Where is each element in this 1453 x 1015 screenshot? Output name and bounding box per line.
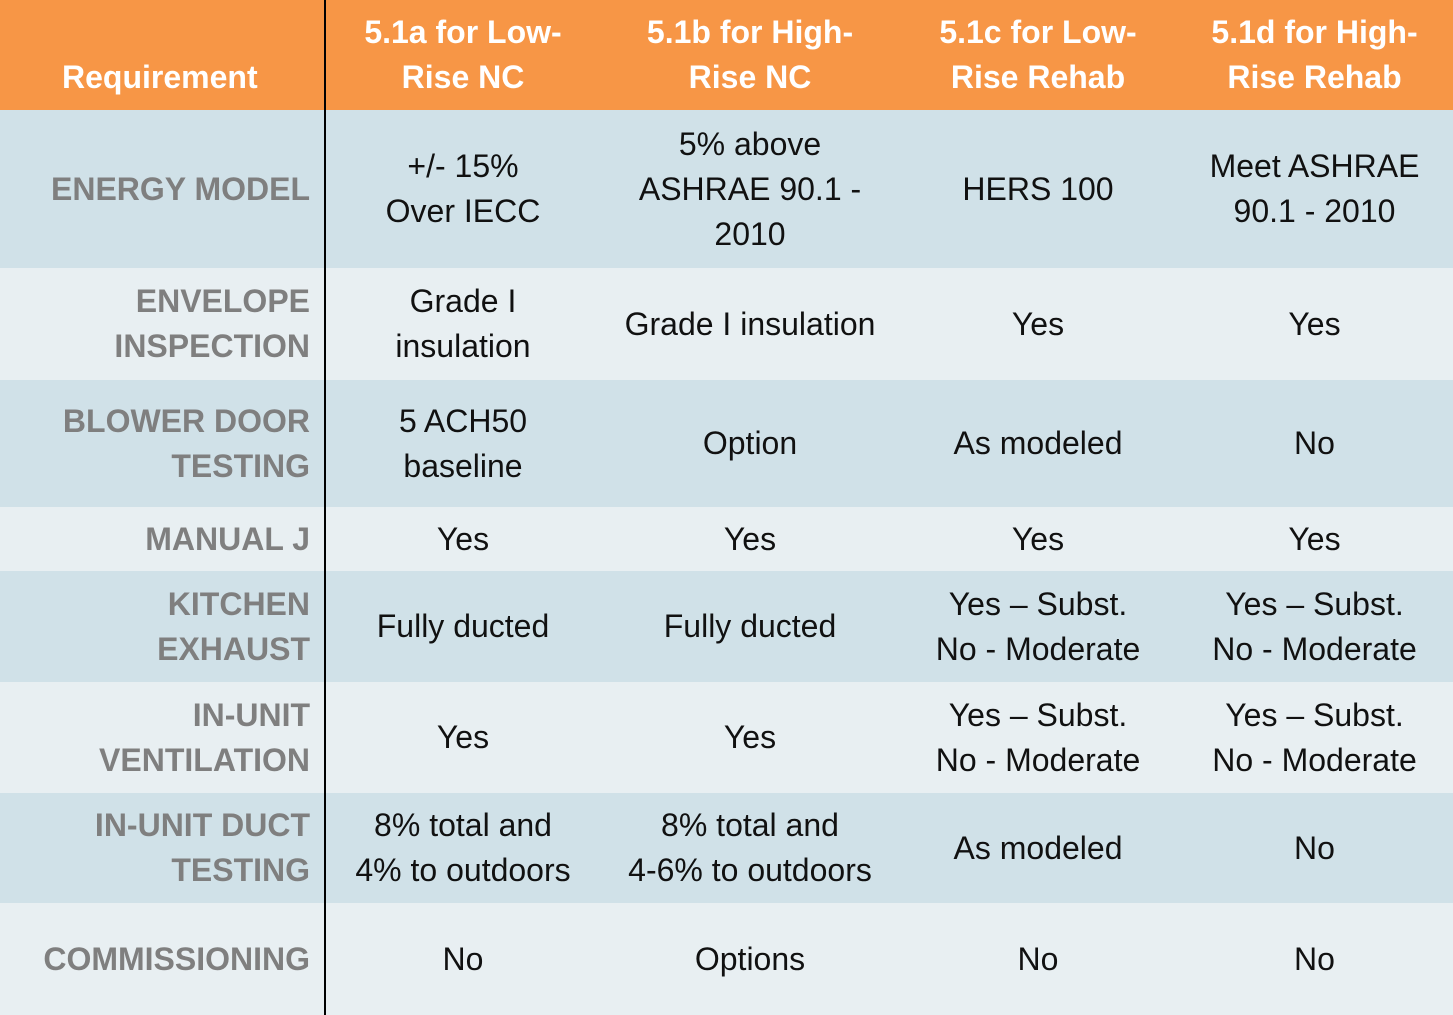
table-cell: Yes <box>900 507 1176 571</box>
table-cell: No <box>1176 903 1453 1015</box>
table-cell: Yes <box>326 507 600 571</box>
table-cell: Grade I insulation <box>326 268 600 380</box>
table-cell: No <box>1176 793 1453 903</box>
table-cell: Option <box>600 380 900 507</box>
header-5-1d: 5.1d for High- Rise Rehab <box>1176 0 1453 110</box>
row-label-kitchen-exhaust: KITCHEN EXHAUST <box>0 571 324 682</box>
table-cell: HERS 100 <box>900 110 1176 268</box>
table-cell: +/- 15% Over IECC <box>326 110 600 268</box>
table-cell: Meet ASHRAE 90.1 - 2010 <box>1176 110 1453 268</box>
table-cell: Yes <box>600 507 900 571</box>
table-cell: Fully ducted <box>326 571 600 682</box>
row-label-envelope-inspection: ENVELOPE INSPECTION <box>0 268 324 380</box>
table-cell: No <box>900 903 1176 1015</box>
table-cell: No <box>1176 380 1453 507</box>
row-label-blower-door-testing: BLOWER DOOR TESTING <box>0 380 324 507</box>
table-cell: As modeled <box>900 793 1176 903</box>
table-cell: Yes <box>900 268 1176 380</box>
row-label-in-unit-duct-testing: IN-UNIT DUCT TESTING <box>0 793 324 903</box>
table-cell: As modeled <box>900 380 1176 507</box>
row-label-in-unit-ventilation: IN-UNIT VENTILATION <box>0 682 324 793</box>
table-cell: Yes <box>1176 507 1453 571</box>
header-requirement: Requirement <box>0 0 324 110</box>
table-cell: Yes – Subst. No - Moderate <box>900 571 1176 682</box>
table-cell: Yes – Subst. No - Moderate <box>900 682 1176 793</box>
table-cell: Options <box>600 903 900 1015</box>
table-cell: 8% total and 4-6% to outdoors <box>600 793 900 903</box>
table-cell: Grade I insulation <box>600 268 900 380</box>
table-cell: Yes <box>326 682 600 793</box>
table-cell: Fully ducted <box>600 571 900 682</box>
table-cell: Yes <box>600 682 900 793</box>
table-cell: 5 ACH50 baseline <box>326 380 600 507</box>
row-label-commissioning: COMMISSIONING <box>0 903 324 1015</box>
table-cell: Yes <box>1176 268 1453 380</box>
header-5-1c: 5.1c for Low- Rise Rehab <box>900 0 1176 110</box>
header-5-1a: 5.1a for Low- Rise NC <box>326 0 600 110</box>
row-label-manual-j: MANUAL J <box>0 507 324 571</box>
table-cell: 5% above ASHRAE 90.1 - 2010 <box>600 110 900 268</box>
table-cell: Yes – Subst. No - Moderate <box>1176 571 1453 682</box>
table-cell: 8% total and 4% to outdoors <box>326 793 600 903</box>
table-cell: No <box>326 903 600 1015</box>
table-cell: Yes – Subst. No - Moderate <box>1176 682 1453 793</box>
row-label-energy-model: ENERGY MODEL <box>0 110 324 268</box>
column-divider <box>324 0 326 1015</box>
header-5-1b: 5.1b for High- Rise NC <box>600 0 900 110</box>
